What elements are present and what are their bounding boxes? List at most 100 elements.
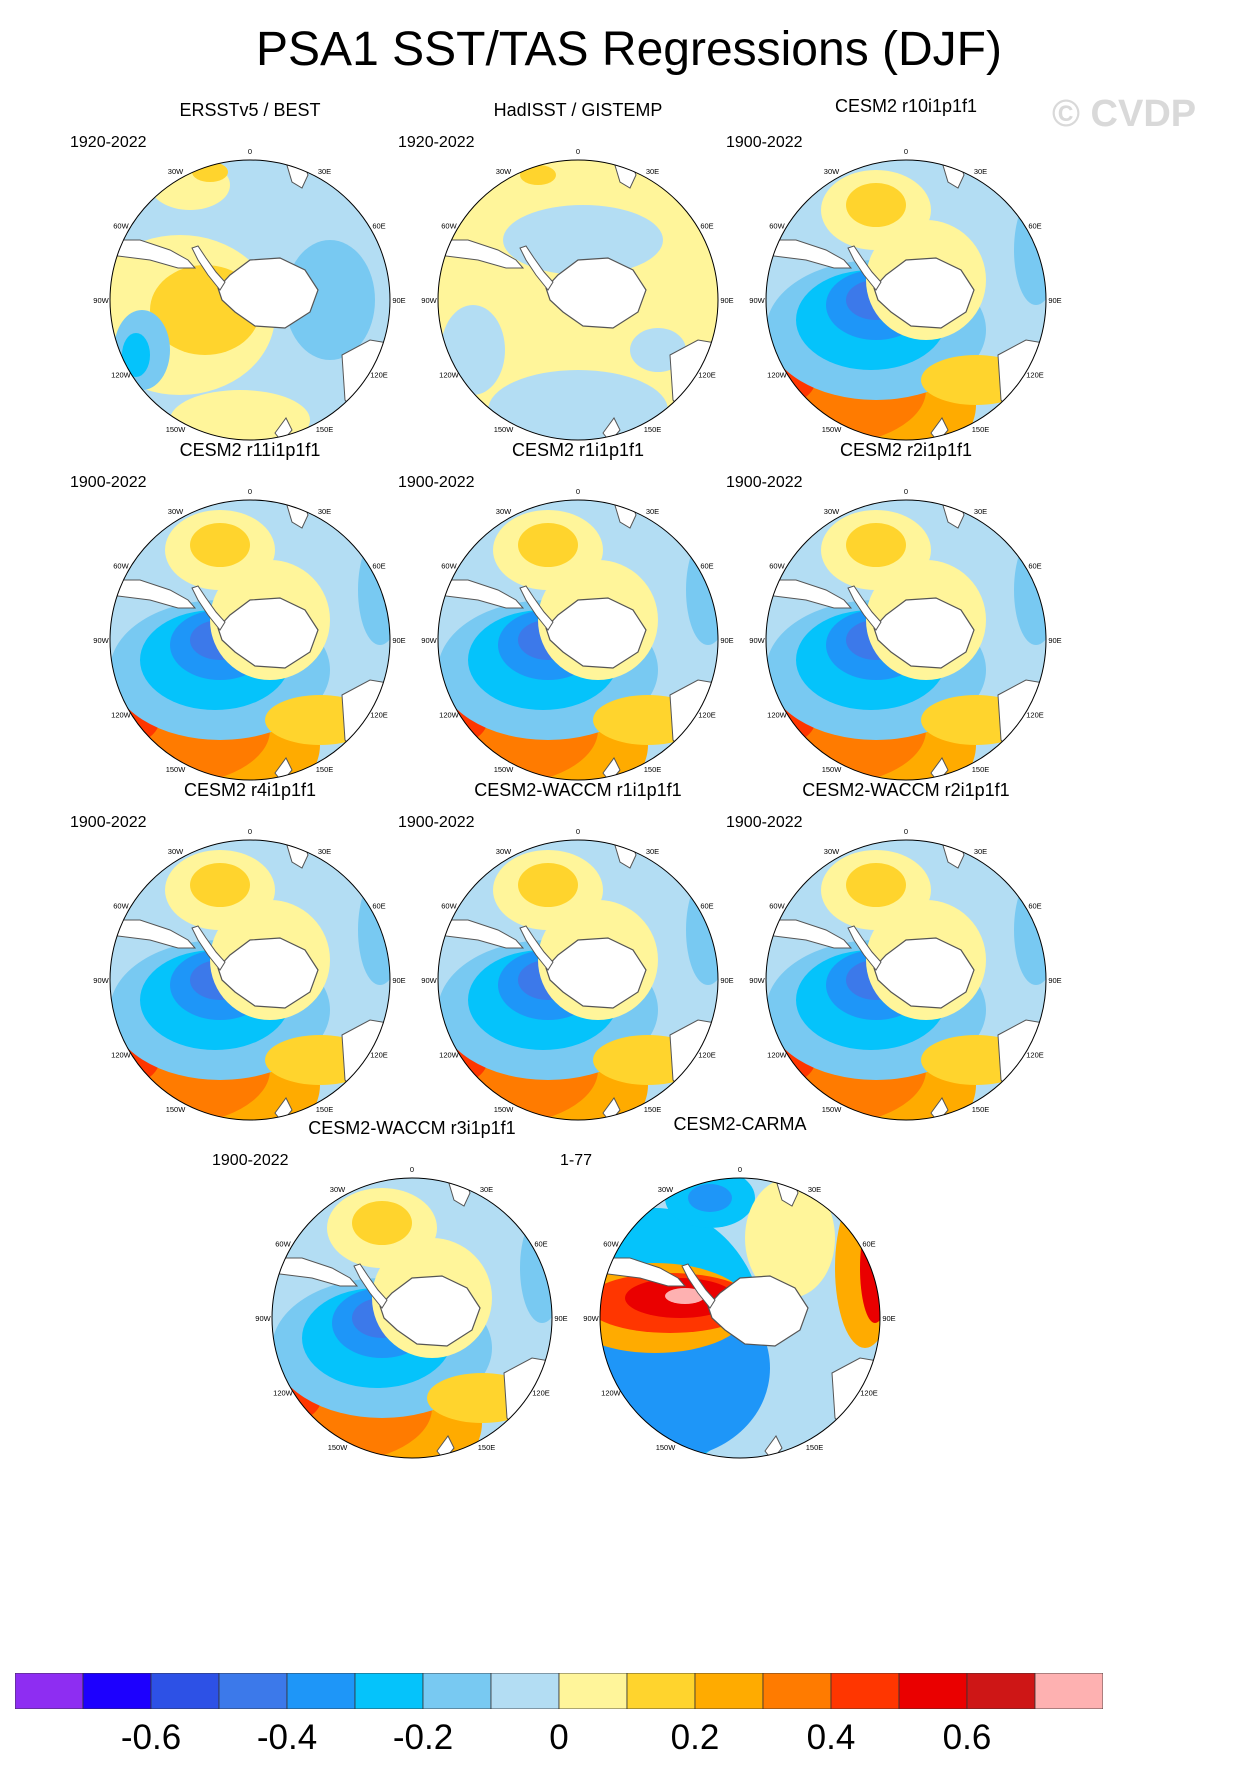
south-america-landmass	[110, 579, 197, 609]
watermark: © CVDP	[1052, 93, 1197, 135]
map-panel: CESM2-WACCM r2i1p1f1 1900-2022 0 30E 60E 90E 1…	[726, 780, 1086, 1125]
map-panel: HadISST / GISTEMP 1920-2022 0 30E 60E 90E 120E…	[398, 100, 758, 445]
longitude-label: 60E	[1028, 222, 1041, 231]
map-boundary	[109, 159, 391, 441]
colorbar-tick-label: -0.4	[256, 1718, 318, 1757]
longitude-label: 30W	[496, 507, 512, 516]
panel-years: 1920-2022	[398, 134, 475, 151]
field-contour	[665, 1288, 705, 1304]
antarctica-landmass	[545, 257, 647, 329]
longitude-label: 150E	[972, 425, 990, 434]
field-contour	[190, 523, 250, 567]
field-contour	[488, 370, 668, 440]
south-america-landmass	[272, 1257, 359, 1287]
longitude-label: 90E	[882, 1314, 895, 1323]
longitude-label: 30E	[974, 847, 987, 856]
panel-years: 1900-2022	[398, 814, 475, 831]
field-contour	[846, 183, 906, 227]
longitude-label: 0	[248, 487, 252, 496]
map-field	[110, 840, 390, 1120]
australia-landmass	[997, 1019, 1046, 1101]
longitude-label: 60W	[113, 902, 129, 911]
longitude-label: 90W	[93, 636, 109, 645]
map-field	[438, 500, 718, 780]
colorbar-swatch	[830, 1673, 900, 1709]
antarctic-peninsula	[847, 585, 882, 631]
field-contour	[860, 1213, 880, 1323]
panel-years: 1920-2022	[70, 134, 147, 151]
longitude-label: 60E	[862, 1240, 875, 1249]
longitude-label: 120W	[439, 1051, 460, 1060]
longitude-label: 0	[904, 147, 908, 156]
longitude-label: 150W	[166, 1105, 187, 1114]
panel-years: 1900-2022	[70, 474, 147, 491]
panel-title: CESM2 r2i1p1f1	[839, 440, 973, 460]
colorbar-swatch	[762, 1673, 832, 1709]
longitude-label: 150W	[494, 1105, 515, 1114]
longitude-label: 60E	[700, 562, 713, 571]
map-field	[438, 840, 718, 1120]
longitude-label: 0	[904, 827, 908, 836]
colorbar-swatch	[82, 1673, 152, 1709]
colorbar-swatch	[966, 1673, 1036, 1709]
longitude-label: 150W	[494, 765, 515, 774]
panel-years: 1900-2022	[398, 474, 475, 491]
longitude-label: 30W	[496, 847, 512, 856]
map-field	[766, 160, 1046, 440]
longitude-label: 150E	[644, 425, 662, 434]
panel-title: CESM2 r11i1p1f1	[179, 440, 321, 460]
antarctica-landmass	[217, 257, 319, 329]
longitude-label: 90E	[392, 636, 405, 645]
longitude-label: 120E	[698, 371, 716, 380]
map-panel: CESM2-CARMA1-77030E60E90E120E150E180150W…	[560, 1114, 920, 1463]
polar-map: 030E60E90E120E150E180150W120W90W60W30W	[421, 827, 734, 1121]
antarctica-landmass	[873, 597, 975, 669]
field-contour	[1014, 875, 1046, 985]
field-contour	[190, 863, 250, 907]
longitude-label: 150W	[822, 1105, 843, 1114]
polar-map: 030E60E90E120E150E180150W120W90W60W30W	[749, 827, 1062, 1121]
field-contour	[192, 162, 228, 182]
map-panel: ERSSTv5 / BEST 1920-2022 0 30E 60E 90E 120E 150…	[70, 100, 430, 445]
map-boundary	[437, 159, 719, 441]
longitude-label: 30E	[318, 167, 331, 176]
south-america-landmass	[110, 919, 197, 949]
field-contour	[352, 1201, 412, 1245]
longitude-label: 60W	[441, 562, 457, 571]
longitude-label: 30W	[496, 167, 512, 176]
polar-map: 030E60E90E120E150E180150W120W90W60W30W	[583, 1165, 896, 1459]
australia-landmass	[997, 679, 1046, 761]
antarctic-peninsula	[191, 245, 226, 291]
longitude-label: 120W	[111, 371, 132, 380]
longitude-label: 30W	[824, 847, 840, 856]
longitude-label: 30E	[646, 847, 659, 856]
colorbar-swatch	[694, 1673, 764, 1709]
colorbar-swatch	[15, 1673, 84, 1709]
longitude-label: 30W	[824, 507, 840, 516]
panel-title: CESM2 r10i1p1f1	[834, 96, 978, 116]
field-contour	[518, 523, 578, 567]
panel-years: 1900-2022	[212, 1152, 289, 1169]
longitude-label: 120E	[698, 711, 716, 720]
australia-landmass	[831, 1357, 880, 1439]
longitude-label: 150W	[166, 765, 187, 774]
longitude-label: 90E	[1048, 636, 1061, 645]
longitude-label: 120W	[111, 1051, 132, 1060]
colorbar-swatch	[218, 1673, 288, 1709]
longitude-label: 90W	[749, 976, 765, 985]
longitude-label: 150E	[806, 1443, 824, 1452]
longitude-label: 60E	[372, 902, 385, 911]
field-contour	[1014, 195, 1046, 305]
field-contour	[1014, 535, 1046, 645]
panel-title: HadISST / GISTEMP	[493, 100, 663, 120]
field-contour	[846, 523, 906, 567]
longitude-label: 90W	[749, 636, 765, 645]
longitude-label: 120W	[767, 371, 788, 380]
panel-years: 1900-2022	[726, 474, 803, 491]
longitude-label: 120W	[601, 1389, 622, 1398]
colorbar-swatch	[898, 1673, 968, 1709]
field-contour	[518, 863, 578, 907]
longitude-label: 150W	[656, 1443, 677, 1452]
panel-title: CESM2 r4i1p1f1	[183, 780, 317, 800]
longitude-label: 90E	[1048, 976, 1061, 985]
